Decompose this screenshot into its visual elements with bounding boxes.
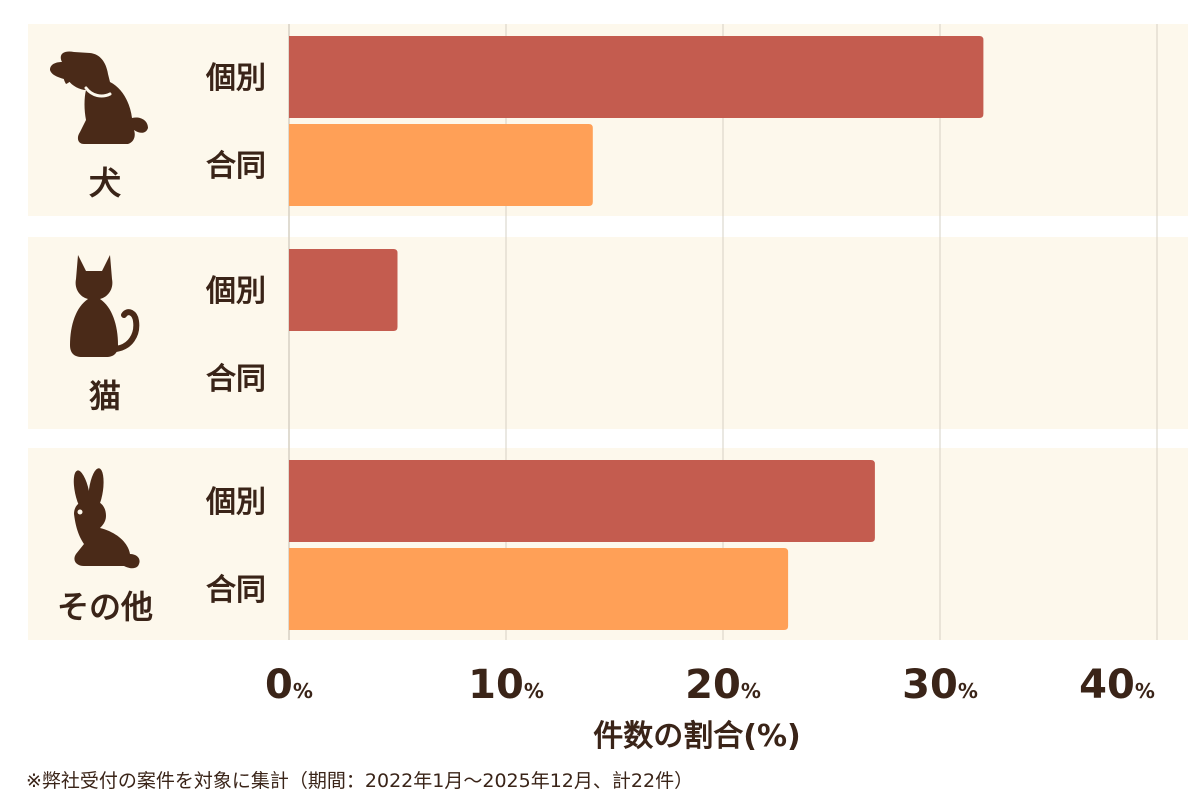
x-tick-label-1: 10% xyxy=(468,662,544,708)
series-label-2-1: 合同 xyxy=(206,573,266,608)
bar-2-1 xyxy=(289,548,789,630)
x-tick-label-0: 0% xyxy=(265,662,313,708)
bar-0-1 xyxy=(289,124,593,206)
cat-icon xyxy=(70,255,140,357)
bar-2-0 xyxy=(289,460,875,542)
x-tick-label-2: 20% xyxy=(685,662,761,708)
series-label-0-0: 個別 xyxy=(205,61,266,96)
group-panel-1 xyxy=(28,237,1188,429)
group-label-1: 猫 xyxy=(89,377,121,415)
bar-1-0 xyxy=(289,249,398,331)
bar-0-0 xyxy=(289,36,984,118)
rabbit-icon xyxy=(73,468,140,569)
series-label-0-1: 合同 xyxy=(206,149,266,184)
dog-icon xyxy=(50,51,148,144)
x-axis-label: 件数の割合(%) xyxy=(593,719,800,754)
group-label-0: 犬 xyxy=(89,164,121,202)
x-tick-label-4: 40% xyxy=(1079,662,1155,708)
footnote: ※弊社受付の案件を対象に集計（期間：2022年1月〜2025年12月、計22件） xyxy=(26,770,694,792)
series-label-2-0: 個別 xyxy=(205,485,266,520)
group-label-2: その他 xyxy=(57,588,153,626)
series-label-1-0: 個別 xyxy=(205,274,266,309)
series-label-1-1: 合同 xyxy=(206,362,266,397)
x-tick-label-3: 30% xyxy=(902,662,978,708)
